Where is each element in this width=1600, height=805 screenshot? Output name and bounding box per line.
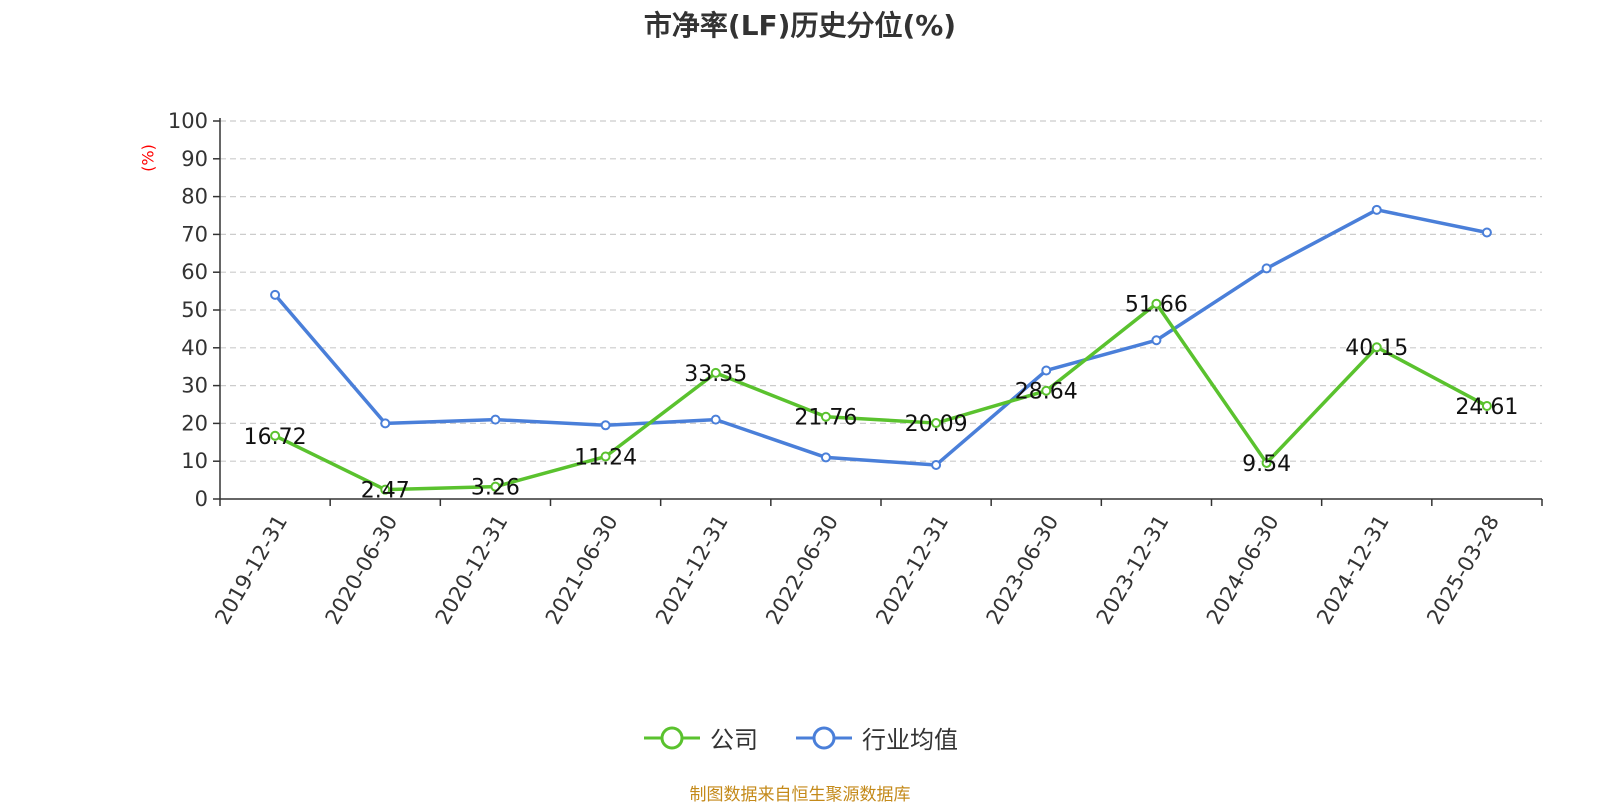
y-tick-label: 10 [181,449,208,473]
x-tick-label: 2019-12-31 [210,511,292,629]
series-line-industry-average [273,208,1488,467]
data-point-industry-average [270,289,281,300]
data-label-company: 20.09 [905,412,968,437]
x-tick-label: 2020-12-31 [431,511,513,629]
y-tick-label: 90 [181,147,208,171]
data-point-industry-average [1261,263,1272,274]
data-point-company [270,430,281,441]
data-point-company [931,418,942,429]
x-tick-label: 2022-06-30 [761,511,843,629]
data-label-company: 16.72 [244,425,307,450]
x-tick-label: 2023-06-30 [982,511,1064,629]
data-point-industry-average [1041,365,1052,376]
y-tick-label: 100 [168,109,208,133]
x-tick-label: 2021-06-30 [541,511,623,629]
data-point-industry-average [490,414,501,425]
data-point-industry-average [380,418,391,429]
data-point-company [1151,298,1162,309]
data-label-company: 2.47 [361,479,410,504]
y-tick-label: 0 [195,487,208,511]
data-point-industry-average [1481,227,1492,238]
legend-item-company[interactable]: 公司 [642,720,758,755]
data-point-industry-average [1151,335,1162,346]
legend-label-industry-average: 行业均值 [862,726,958,754]
data-point-company [1041,385,1052,396]
y-tick-label: 70 [181,222,208,246]
x-tick-label: 2023-12-31 [1092,511,1174,629]
legend-item-industry-average[interactable]: 行业均值 [794,720,958,755]
legend-label-company: 公司 [710,726,758,754]
data-point-company [820,411,831,422]
chart-title: 市净率(LF)历史分位(%) [643,9,957,42]
source-note: 制图数据来自恒生聚源数据库 [689,785,911,805]
legend: 公司 行业均值 [0,720,1600,755]
x-tick-label: 2024-12-31 [1312,511,1394,629]
data-point-company [1481,400,1492,411]
x-tick-label: 2025-03-28 [1422,511,1504,629]
y-tick-label: 40 [181,336,208,360]
legend-swatch-company [644,726,700,749]
y-tick-label: 80 [181,185,208,209]
data-label-company: 21.76 [794,406,857,431]
data-point-industry-average [600,420,611,431]
data-label-company: 24.61 [1455,395,1518,420]
data-point-industry-average [710,414,721,425]
data-point-industry-average [931,459,942,470]
y-tick-label: 60 [181,260,208,284]
data-label-company: 11.24 [574,446,637,471]
data-label-company: 40.15 [1345,336,1408,361]
data-point-company [490,481,501,492]
y-tick-label: 50 [181,298,208,322]
y-tick-label: 30 [181,374,208,398]
data-point-company [710,367,721,378]
x-tick-label: 2020-06-30 [321,511,403,629]
y-tick-label: 20 [181,411,208,435]
data-point-company [380,484,391,495]
data-label-company: 28.64 [1015,380,1078,405]
x-tick-label: 2024-06-30 [1202,511,1284,629]
data-label-company: 51.66 [1125,293,1188,318]
data-label-company: 9.54 [1242,452,1291,477]
legend-swatch-industry-average [796,726,852,749]
x-tick-label: 2021-12-31 [651,511,733,629]
data-point-industry-average [820,452,831,463]
x-tick-label: 2022-12-31 [871,511,953,629]
data-label-company: 3.26 [471,476,520,501]
data-point-company [1261,457,1272,468]
data-point-industry-average [1371,204,1382,215]
data-label-company: 33.35 [684,362,747,387]
data-point-company [1371,342,1382,353]
data-point-company [600,451,611,462]
series-line-company [274,301,1488,492]
chart-plot-area: 0 10 20 30 40 50 60 70 80 90 100 2019-12-31 2020-06-… [168,109,1543,629]
